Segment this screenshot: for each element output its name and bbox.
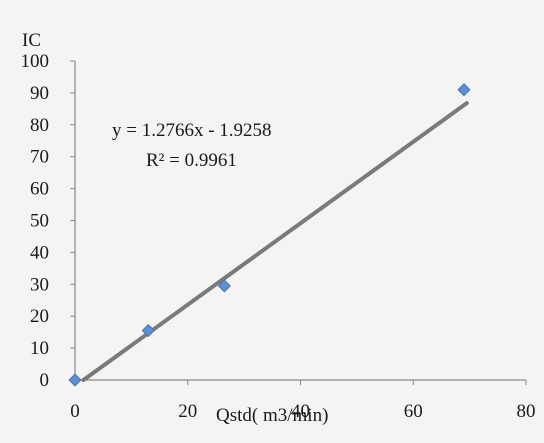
x-tick-label: 80 [517,401,536,422]
trendline-equation: y = 1.2766x - 1.9258 [112,120,272,141]
y-tick-label: 10 [30,338,49,359]
data-point [141,323,155,338]
x-tick-label: 60 [404,401,423,422]
x-axis-title: Qstd( m3/min) [216,405,328,426]
data-point [217,279,231,293]
y-tick-label: 50 [30,211,49,232]
y-tick-label: 30 [30,274,49,295]
y-tick-label: 70 [30,147,49,168]
y-tick-label: 0 [40,370,50,391]
data-points [68,83,471,387]
x-tick-label: 0 [70,401,80,422]
x-tick-label: 40 [291,401,310,422]
data-point [457,83,471,97]
y-axis-ticks: 0 10 20 30 40 50 60 70 80 90 100 [21,51,75,391]
data-point [68,373,82,387]
x-axis-ticks: 0 20 40 60 80 [70,380,536,422]
y-tick-label: 60 [30,179,49,200]
y-tick-label: 40 [30,242,49,263]
y-tick-label: 100 [21,51,50,72]
y-axis-title: IC [22,30,41,51]
r-squared-label: R² = 0.9961 [146,150,237,171]
y-tick-label: 20 [30,306,49,327]
y-tick-label: 80 [30,115,49,136]
x-tick-label: 20 [178,401,197,422]
y-tick-label: 90 [30,83,49,104]
